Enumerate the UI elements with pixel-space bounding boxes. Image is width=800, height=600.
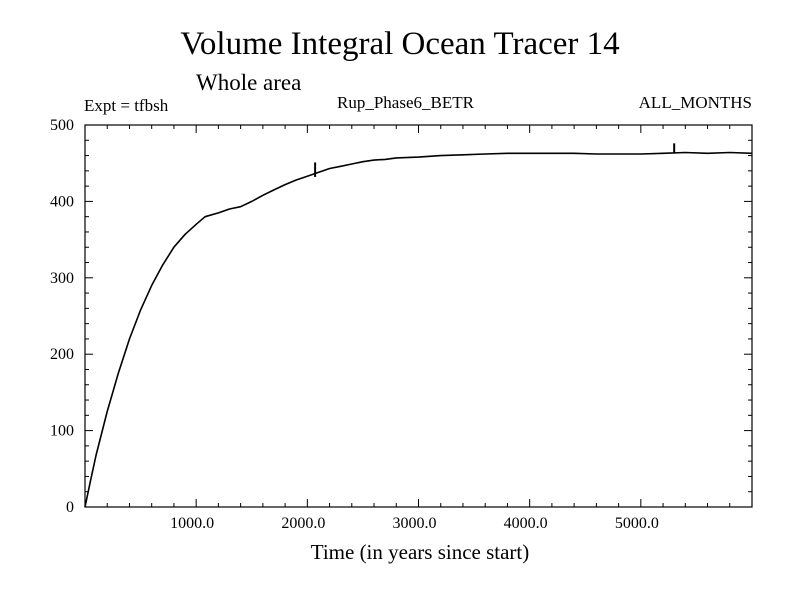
x-tick-label: 4000.0 [504, 515, 548, 532]
x-tick-label: 3000.0 [393, 515, 437, 532]
tick-labels: 1000.0 2000.0 3000.0 4000.0 5000.0 0 100 200 300… [50, 117, 659, 532]
axis-ticks [85, 125, 752, 507]
y-tick-label: 500 [50, 117, 74, 134]
x-tick-label: 1000.0 [170, 515, 214, 532]
series-layer [84, 143, 753, 508]
y-tick-label: 0 [66, 499, 74, 516]
experiment-label: Expt = tfbsh [84, 96, 169, 115]
plot-frame [84, 124, 753, 508]
months-label: ALL_MONTHS [638, 93, 752, 112]
chart-title: Volume Integral Ocean Tracer 14 [180, 26, 620, 62]
run-label: Rup_Phase6_BETR [337, 93, 474, 112]
x-tick-label: 2000.0 [281, 515, 325, 532]
y-tick-label: 200 [50, 346, 74, 363]
x-tick-label: 5000.0 [615, 515, 659, 532]
x-axis-label: Time (in years since start) [310, 540, 530, 564]
chart-subtitle: Whole area [196, 70, 302, 95]
y-tick-label: 300 [50, 270, 74, 287]
series-line [84, 151, 753, 508]
y-tick-label: 100 [50, 423, 74, 440]
y-tick-label: 400 [50, 193, 74, 210]
